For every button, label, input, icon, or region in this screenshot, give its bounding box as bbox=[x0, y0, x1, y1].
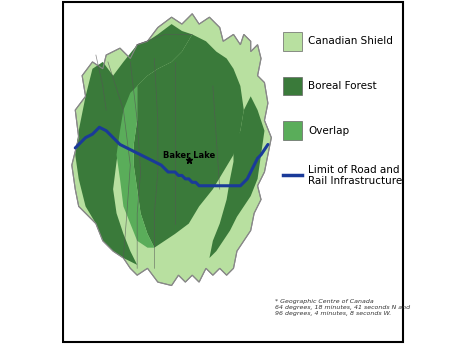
Polygon shape bbox=[117, 86, 155, 248]
Text: Limit of Road and
Rail Infrastructure: Limit of Road and Rail Infrastructure bbox=[309, 165, 403, 186]
Polygon shape bbox=[134, 34, 244, 248]
Polygon shape bbox=[209, 96, 264, 258]
Polygon shape bbox=[75, 24, 192, 265]
FancyBboxPatch shape bbox=[283, 32, 302, 51]
Text: Boreal Forest: Boreal Forest bbox=[309, 81, 377, 91]
FancyBboxPatch shape bbox=[63, 2, 403, 342]
Text: * Geographic Centre of Canada
64 degrees, 18 minutes, 41 seconds N and
96 degree: * Geographic Centre of Canada 64 degrees… bbox=[275, 299, 410, 316]
Text: Overlap: Overlap bbox=[309, 126, 350, 136]
FancyBboxPatch shape bbox=[283, 121, 302, 140]
Text: Canadian Shield: Canadian Shield bbox=[309, 36, 393, 46]
FancyBboxPatch shape bbox=[283, 76, 302, 95]
Polygon shape bbox=[72, 14, 271, 286]
Text: Baker Lake: Baker Lake bbox=[163, 151, 215, 160]
